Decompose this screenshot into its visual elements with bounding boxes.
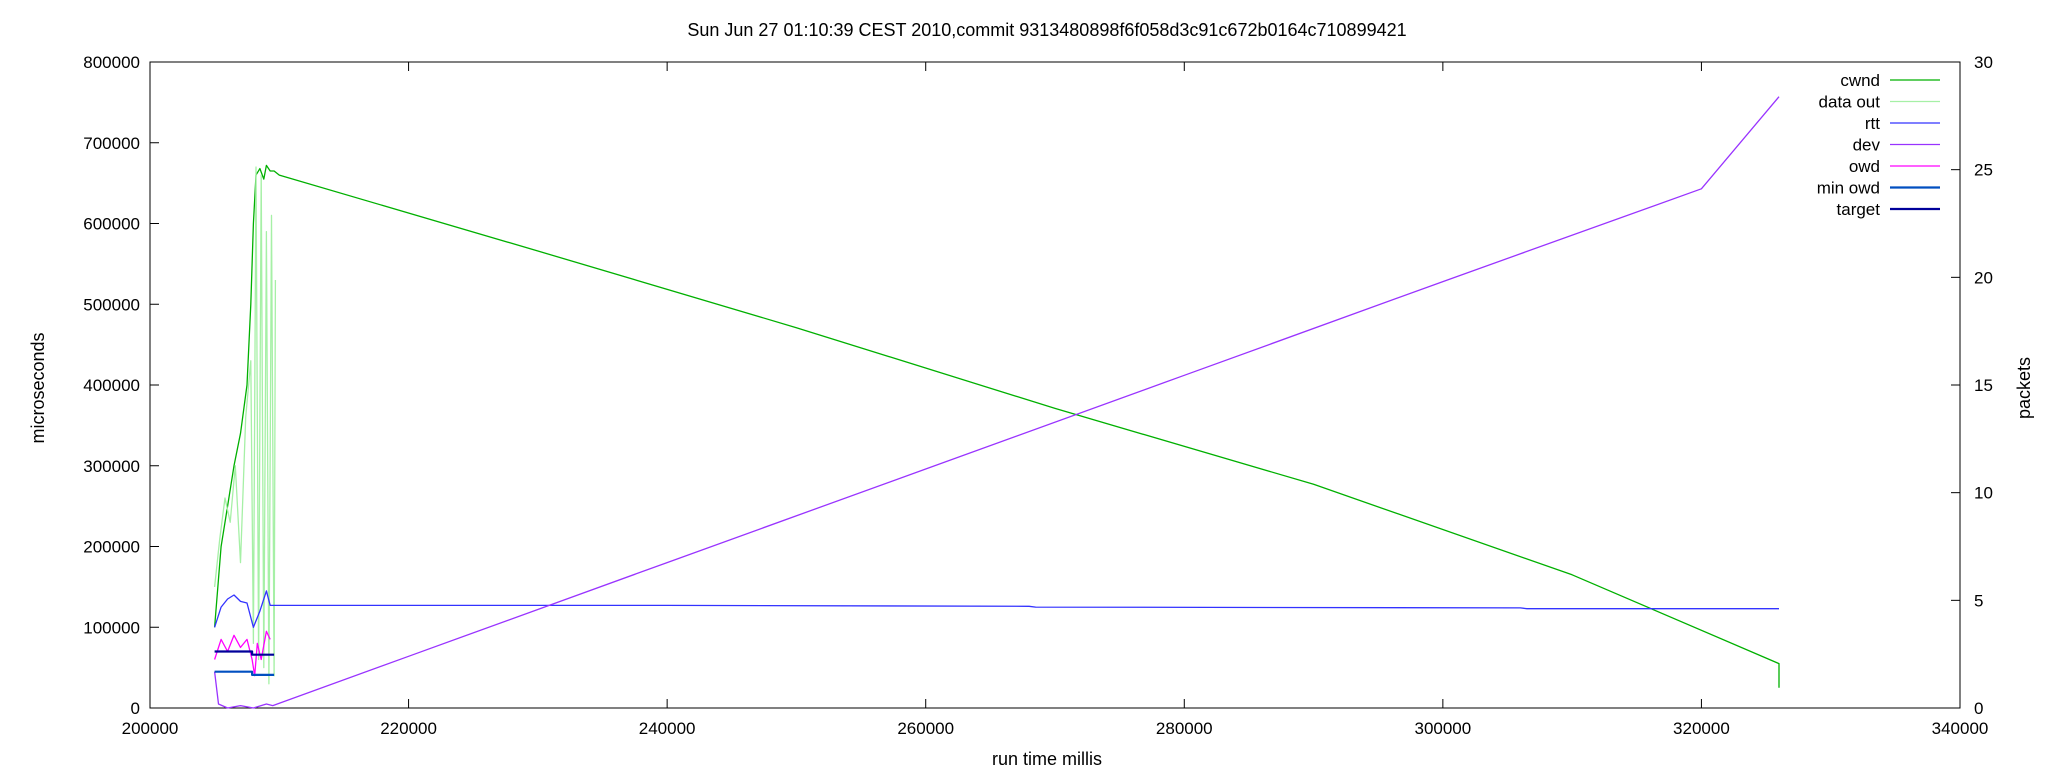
y-tick-label: 200000 bbox=[83, 538, 140, 557]
series-line-dev bbox=[213, 96, 1780, 709]
y2-tick-label: 0 bbox=[1974, 699, 1983, 718]
x-tick-label: 240000 bbox=[639, 719, 696, 738]
y-tick-label: 800000 bbox=[83, 53, 140, 72]
y-tick-label: 600000 bbox=[83, 215, 140, 234]
series-line-cwnd bbox=[213, 164, 1780, 688]
legend-label: data out bbox=[1819, 93, 1881, 112]
series-lines bbox=[213, 96, 1780, 709]
series-line-min-owd bbox=[214, 670, 275, 677]
x-tick-label: 200000 bbox=[122, 719, 179, 738]
x-axis-label: run time millis bbox=[992, 749, 1102, 768]
series-line-rtt bbox=[213, 590, 1779, 628]
plot-frame bbox=[149, 61, 1961, 709]
y2-tick-label: 10 bbox=[1974, 484, 1993, 503]
tick-labels: 200000 220000 240000 260000 280000 300000 3200… bbox=[83, 53, 1993, 738]
y-tick-label: 0 bbox=[131, 699, 140, 718]
x-tick-label: 300000 bbox=[1414, 719, 1471, 738]
series-line-data-out bbox=[213, 166, 277, 685]
legend-label: cwnd bbox=[1840, 71, 1880, 90]
x-tick-label: 340000 bbox=[1932, 719, 1989, 738]
y2-tick-label: 30 bbox=[1974, 53, 1993, 72]
legend-label: target bbox=[1837, 200, 1881, 219]
y-tick-label: 300000 bbox=[83, 457, 140, 476]
chart-title: Sun Jun 27 01:10:39 CEST 2010,commit 931… bbox=[687, 20, 1406, 40]
y2-tick-label: 5 bbox=[1974, 591, 1983, 610]
y-tick-label: 100000 bbox=[83, 618, 140, 637]
legend-label: dev bbox=[1853, 136, 1881, 155]
x-tick-label: 280000 bbox=[1156, 719, 1213, 738]
y-tick-label: 500000 bbox=[83, 295, 140, 314]
y-tick-label: 700000 bbox=[83, 134, 140, 153]
series-line-target bbox=[214, 650, 275, 656]
legend-label: owd bbox=[1849, 157, 1880, 176]
legend-label: rtt bbox=[1865, 114, 1880, 133]
axes bbox=[149, 61, 1961, 709]
x-tick-label: 320000 bbox=[1673, 719, 1730, 738]
series-line-owd bbox=[213, 630, 271, 677]
y2-tick-label: 20 bbox=[1974, 268, 1993, 287]
y2-tick-label: 25 bbox=[1974, 161, 1993, 180]
y-tick-label: 400000 bbox=[83, 376, 140, 395]
x-tick-label: 220000 bbox=[380, 719, 437, 738]
x-tick-label: 260000 bbox=[897, 719, 954, 738]
y2-tick-label: 15 bbox=[1974, 376, 1993, 395]
y2-axis-label: packets bbox=[2014, 357, 2034, 419]
legend-label: min owd bbox=[1817, 179, 1880, 198]
y-axis-label: microseconds bbox=[28, 332, 48, 443]
legend: cwnd data out rtt dev owd min owd target bbox=[1817, 71, 1940, 219]
